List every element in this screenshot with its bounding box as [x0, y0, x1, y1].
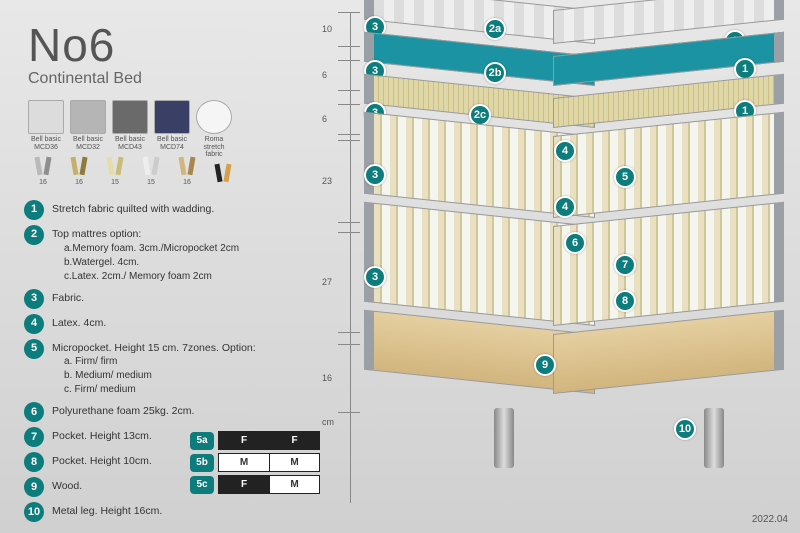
- scale-label: 6: [322, 114, 327, 124]
- legend-text: Top mattres option:a.Memory foam. 3cm./M…: [52, 225, 239, 284]
- swatch-color: [28, 100, 64, 134]
- firmness-row: 5c FM: [190, 475, 320, 494]
- legend-badge: 7: [24, 427, 44, 447]
- scale-label: 27: [322, 277, 332, 287]
- leg-height: 15: [136, 179, 166, 186]
- firmness-key: 5c: [190, 476, 214, 494]
- firmness-row: 5a FF: [190, 431, 320, 450]
- legend-badge: 10: [24, 502, 44, 522]
- legend-badge: 9: [24, 477, 44, 497]
- callout-2a: 2a: [484, 18, 506, 40]
- legend-badge: 4: [24, 314, 44, 334]
- swatch-color: [196, 100, 232, 134]
- legend-item: 5 Micropocket. Height 15 cm. 7zones. Opti…: [24, 339, 304, 398]
- layer-wood: 9: [364, 334, 784, 394]
- firmness-key: 5b: [190, 454, 214, 472]
- firmness-cell: F: [219, 476, 269, 493]
- scale-label: 10: [322, 24, 332, 34]
- height-scale: 10 6 6 23 27 16 cm: [320, 12, 360, 503]
- leg-option: 15: [100, 155, 130, 186]
- callout-5: 5: [614, 166, 636, 188]
- legend-text: Wood.: [52, 477, 82, 494]
- swatch: Bell basicMCD36: [28, 100, 64, 159]
- leg-option: 16: [28, 155, 58, 186]
- callout-4: 4: [554, 140, 576, 162]
- swatch: Bell basicMCD74: [154, 100, 190, 159]
- leg-option: 16: [64, 155, 94, 186]
- legend-text: Latex. 4cm.: [52, 314, 106, 331]
- scale-unit: cm: [322, 417, 334, 427]
- legend-text: Pocket. Height 13cm.: [52, 427, 152, 444]
- legend-text: Pocket. Height 10cm.: [52, 452, 152, 469]
- legend-text: Fabric.: [52, 289, 84, 306]
- header: No6 Continental Bed: [28, 18, 142, 88]
- leg-height: 16: [28, 179, 58, 186]
- legend-text: Micropocket. Height 15 cm. 7zones. Optio…: [52, 339, 256, 398]
- legend-item: 4 Latex. 4cm.: [24, 314, 304, 334]
- swatch: Romastretch fabric: [196, 100, 232, 159]
- firmness-cell: M: [269, 476, 319, 493]
- callout-3: 3: [364, 164, 386, 186]
- swatch-label: Bell basicMCD32: [70, 136, 106, 151]
- scale-label: 6: [322, 70, 327, 80]
- leg-height: 15: [100, 179, 130, 186]
- scale-label: 23: [322, 176, 332, 186]
- legend-badge: 5: [24, 339, 44, 359]
- swatch-color: [70, 100, 106, 134]
- firmness-cell: F: [269, 432, 319, 449]
- legend-badge: 6: [24, 402, 44, 422]
- firmness-cell: M: [269, 454, 319, 471]
- swatch-label: Bell basicMCD74: [154, 136, 190, 151]
- leg-option: 15: [136, 155, 166, 186]
- callout-10: 10: [674, 418, 696, 440]
- leg-height: 16: [64, 179, 94, 186]
- swatch-color: [112, 100, 148, 134]
- callout-8: 8: [614, 290, 636, 312]
- page-subtitle: Continental Bed: [28, 70, 142, 88]
- metal-leg: [704, 408, 724, 468]
- leg-option: [208, 162, 238, 186]
- swatch-color: [154, 100, 190, 134]
- layer-base: 3 6 7 8: [364, 226, 784, 326]
- legend-item: 6 Polyurethane foam 25kg. 2cm.: [24, 402, 304, 422]
- scale-label: 16: [322, 373, 332, 383]
- swatch-label: Bell basicMCD36: [28, 136, 64, 151]
- callout-7: 7: [614, 254, 636, 276]
- legend-text: Polyurethane foam 25kg. 2cm.: [52, 402, 194, 419]
- leg-height: 16: [172, 179, 202, 186]
- firmness-table: 5aFF5bMM5cFM: [190, 428, 320, 497]
- swatch: Bell basicMCD32: [70, 100, 106, 159]
- legend-badge: 8: [24, 452, 44, 472]
- legend-item: 10 Metal leg. Height 16cm.: [24, 502, 304, 522]
- fabric-swatches: Bell basicMCD36 Bell basicMCD32 Bell basic…: [28, 100, 232, 159]
- legend-badge: 3: [24, 289, 44, 309]
- legend-item: 1 Stretch fabric quilted with wadding.: [24, 200, 304, 220]
- cutaway-diagram: 1066232716cm 32a132b132c134543678910: [320, 0, 800, 533]
- swatch: Bell basicMCD43: [112, 100, 148, 159]
- metal-leg: [494, 408, 514, 468]
- legend-item: 2 Top mattres option:a.Memory foam. 3cm./…: [24, 225, 304, 284]
- firmness-cell: F: [219, 432, 269, 449]
- legend-badge: 2: [24, 225, 44, 245]
- callout-9: 9: [534, 354, 556, 376]
- leg-options: 16 16 15 15 16: [28, 155, 238, 186]
- page-title: No6: [28, 18, 142, 72]
- firmness-row: 5b MM: [190, 453, 320, 472]
- legend-badge: 1: [24, 200, 44, 220]
- legend-item: 3 Fabric.: [24, 289, 304, 309]
- leg-option: 16: [172, 155, 202, 186]
- legend-text: Stretch fabric quilted with wadding.: [52, 200, 214, 217]
- callout-3: 3: [364, 266, 386, 288]
- swatch-label: Bell basicMCD43: [112, 136, 148, 151]
- legend-text: Metal leg. Height 16cm.: [52, 502, 162, 519]
- callout-6: 6: [564, 232, 586, 254]
- firmness-key: 5a: [190, 432, 214, 450]
- firmness-cell: M: [219, 454, 269, 471]
- callout-2b: 2b: [484, 62, 506, 84]
- callout-4: 4: [554, 196, 576, 218]
- layer-mat: 3 4 5 4: [364, 136, 784, 218]
